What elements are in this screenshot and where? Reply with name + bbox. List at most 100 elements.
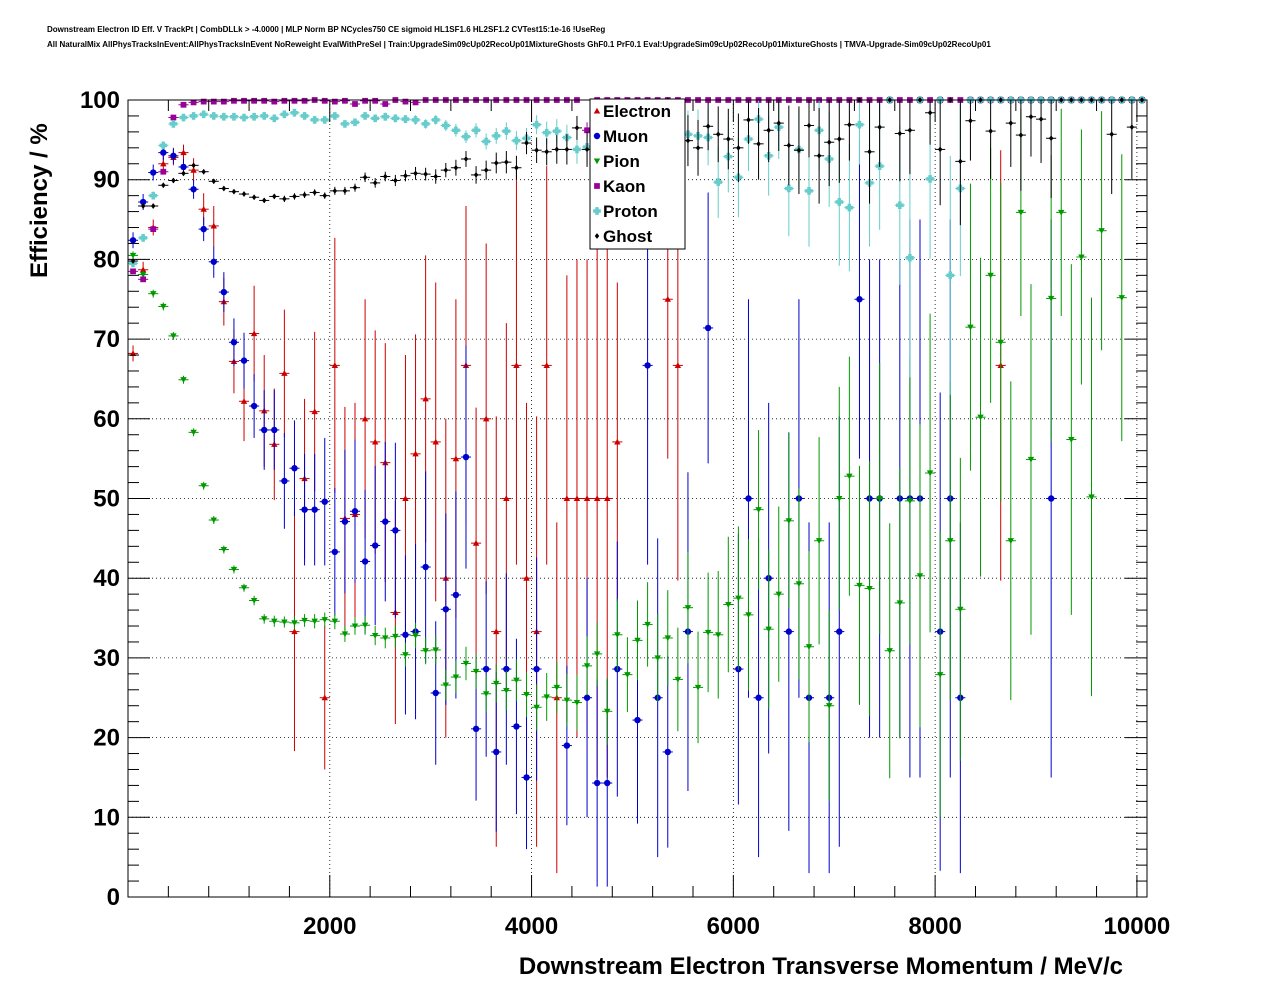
data-point-muon [745, 495, 752, 502]
data-point-ghost [1129, 124, 1135, 130]
data-point-pion [765, 626, 772, 633]
data-point-kaon [241, 97, 247, 104]
data-point-pion [139, 271, 147, 278]
data-point-pion [361, 622, 369, 629]
data-point-muon [856, 296, 863, 303]
data-point-kaon [271, 98, 278, 105]
data-point-ghost [150, 203, 156, 209]
data-point-ghost [897, 130, 903, 137]
data-point-electron [240, 398, 248, 404]
data-point-kaon [200, 98, 207, 105]
data-point-ghost [796, 147, 802, 154]
data-point-electron [664, 296, 671, 302]
data-point-pion [916, 573, 924, 580]
data-point-ghost [746, 117, 751, 123]
data-point-kaon [331, 98, 338, 105]
data-point-electron [583, 495, 591, 502]
legend-marker-muon [593, 132, 601, 140]
data-point-pion [402, 652, 409, 658]
data-point-ghost [504, 159, 509, 166]
data-point-ghost [201, 168, 206, 175]
data-point-electron [160, 160, 167, 167]
data-point-proton [421, 120, 430, 128]
data-point-ghost [292, 193, 297, 200]
data-point-muon [170, 152, 177, 159]
data-point-muon [180, 163, 187, 171]
y-tick-label: 100 [80, 87, 120, 114]
data-point-proton [462, 132, 470, 141]
data-point-pion [836, 495, 843, 502]
data-point-proton [552, 127, 561, 135]
data-point-pion [755, 507, 762, 513]
data-point-kaon [231, 97, 237, 104]
data-point-pion [704, 629, 712, 636]
data-point-ghost [877, 124, 882, 130]
data-point-proton [784, 184, 793, 193]
data-point-pion [886, 648, 893, 654]
data-point-ghost [554, 146, 560, 153]
data-point-ghost [1018, 132, 1024, 138]
data-point-proton [209, 112, 218, 120]
y-tick-label: 50 [93, 486, 120, 513]
data-point-electron [311, 408, 318, 415]
data-point-ghost [251, 194, 257, 201]
data-point-pion [1007, 538, 1014, 544]
data-point-kaon [210, 98, 217, 105]
data-point-ghost [988, 128, 993, 134]
data-point-proton [906, 253, 914, 262]
data-point-muon [160, 149, 167, 156]
data-point-muon [402, 631, 409, 638]
data-point-pion [563, 697, 571, 704]
data-point-proton [230, 112, 238, 121]
data-point-proton [441, 121, 450, 130]
y-tick-label: 30 [93, 645, 120, 672]
data-point-ghost [847, 121, 852, 128]
data-point-pion [1058, 209, 1065, 216]
data-point-pion [735, 595, 742, 602]
data-point-ghost [1048, 135, 1054, 142]
data-point-muon [472, 725, 480, 733]
data-point-pion [170, 333, 177, 340]
data-point-kaon [130, 268, 136, 275]
data-point-proton [250, 112, 258, 121]
data-point-electron [543, 362, 550, 368]
data-point-kaon [261, 97, 268, 104]
data-point-electron [513, 362, 520, 368]
data-point-pion [392, 633, 399, 640]
data-point-muon [341, 518, 349, 525]
data-point-pion [210, 517, 217, 524]
data-point-ghost [1028, 113, 1034, 120]
data-point-proton [351, 118, 359, 127]
data-point-pion [281, 619, 288, 626]
x-tick-label: 4000 [505, 913, 558, 940]
y-tick-label: 20 [93, 725, 120, 752]
data-point-kaon [402, 98, 409, 105]
data-point-muon [755, 694, 762, 701]
data-point-pion [593, 651, 601, 658]
data-point-proton [159, 141, 168, 150]
data-point-pion [452, 674, 460, 681]
data-point-electron [523, 575, 530, 581]
data-point-pion [523, 692, 530, 698]
data-point-electron [604, 495, 611, 502]
data-point-proton [381, 112, 390, 121]
data-point-muon [311, 506, 318, 513]
data-point-pion [846, 473, 853, 480]
data-point-ghost [372, 180, 378, 186]
data-point-muon [351, 508, 359, 515]
data-point-ghost [322, 192, 327, 199]
data-point-muon [382, 518, 389, 525]
data-point-proton [169, 120, 178, 128]
data-point-electron [573, 495, 581, 502]
data-point-pion [422, 648, 429, 654]
data-point-kaon [362, 97, 368, 104]
y-tick-label: 40 [93, 565, 120, 592]
y-tick-label: 0 [107, 884, 120, 911]
data-point-kaon [180, 101, 187, 108]
data-point-electron [412, 450, 419, 457]
data-point-proton [411, 116, 420, 124]
data-point-electron [139, 266, 147, 273]
data-point-proton [714, 178, 723, 186]
data-point-pion [664, 635, 671, 642]
